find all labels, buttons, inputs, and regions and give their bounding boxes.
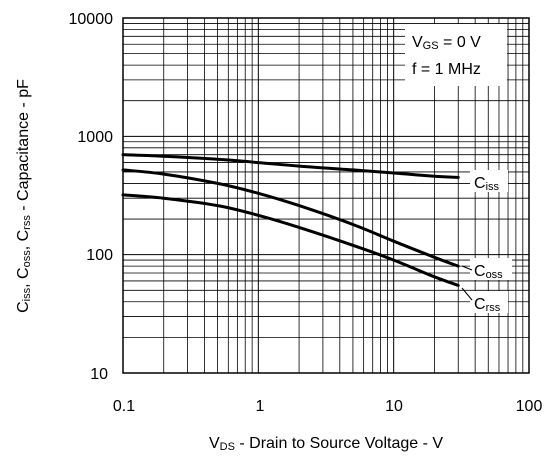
svg-text:Crss: Crss <box>474 296 501 314</box>
x-tick-1: 1 <box>256 398 265 415</box>
x-tick-10: 10 <box>385 398 403 415</box>
x-tick-100: 100 <box>516 398 543 415</box>
x-axis-label: VDS - Drain to Source Voltage - V <box>209 435 443 453</box>
annotation-vgs: VGS = 0 V <box>412 34 481 52</box>
series-line-crss <box>121 193 460 287</box>
annotation-frequency: f = 1 MHz <box>412 61 481 78</box>
series-label-crss: Crss <box>470 291 508 314</box>
series-label-ciss: Ciss <box>470 170 508 193</box>
leader-coss <box>461 265 473 271</box>
condition-box <box>405 24 507 86</box>
y-tick-1000: 1000 <box>77 129 113 146</box>
x-tick-0.1: 0.1 <box>113 398 135 415</box>
curves <box>121 153 460 287</box>
series-line-coss <box>121 168 460 268</box>
grid <box>122 18 529 374</box>
series-label-coss: Coss <box>470 258 512 281</box>
y-axis-label: Ciss, Coss, Crss - Capacitance - pF <box>15 79 33 313</box>
svg-text:Coss: Coss <box>474 263 503 281</box>
y-tick-10000: 10000 <box>69 11 114 28</box>
y-tick-100: 100 <box>86 247 113 264</box>
y-tick-10: 10 <box>90 366 108 383</box>
leader-crss <box>461 287 473 301</box>
series-line-ciss <box>121 153 460 179</box>
svg-text:Ciss: Ciss <box>474 175 500 193</box>
